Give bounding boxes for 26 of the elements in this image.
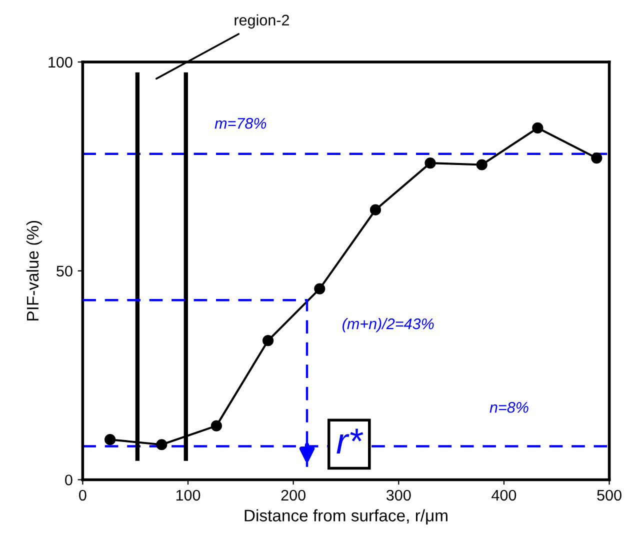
point	[476, 159, 488, 170]
point	[156, 439, 168, 450]
point	[210, 420, 222, 432]
y-tick-label: 50	[56, 266, 72, 277]
point	[424, 158, 436, 169]
x-axis-title: Distance from surface, r/μm	[244, 509, 448, 525]
point	[591, 152, 602, 164]
annotation: m=78%	[214, 118, 266, 129]
point	[532, 122, 544, 134]
y-tick-label: 100	[48, 56, 72, 68]
annotation: (m+n)/2=43%	[342, 318, 434, 332]
y-axis-title: PIF-value (%)	[26, 220, 42, 320]
point	[262, 335, 274, 346]
x-tick-label: 200	[281, 490, 306, 501]
x-tick-label: 300	[386, 490, 411, 501]
x-tick-label: 100	[176, 490, 200, 501]
x-tick-label: 0	[79, 490, 86, 501]
annotation: r*	[336, 428, 364, 454]
text: region-2	[234, 14, 289, 29]
point	[370, 204, 382, 216]
point	[314, 283, 326, 294]
point	[104, 434, 116, 446]
y-tick-label: 0	[65, 474, 72, 486]
x-tick-label: 400	[492, 490, 516, 501]
annotation: n=8%	[490, 402, 528, 413]
x-tick-label: 500	[597, 490, 622, 501]
